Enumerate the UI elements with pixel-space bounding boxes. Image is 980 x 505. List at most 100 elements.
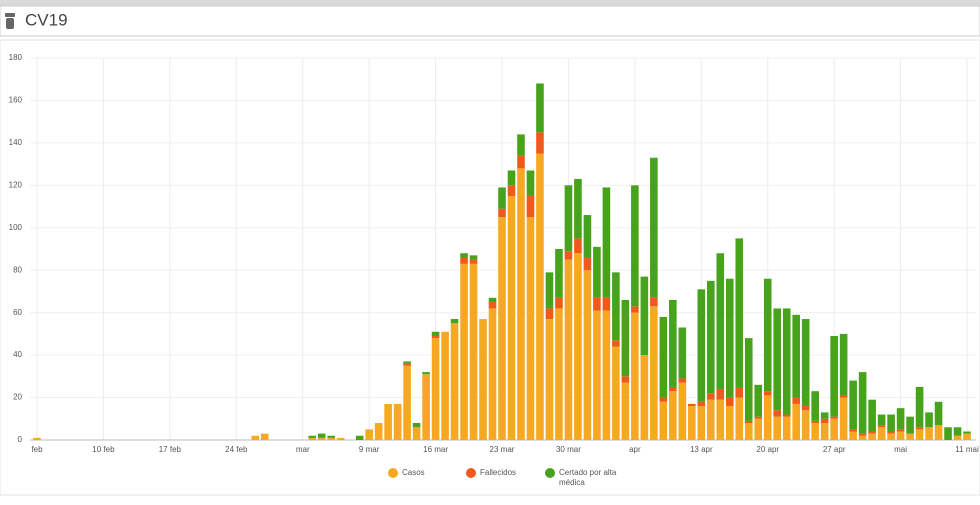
legend-swatch[interactable] — [388, 468, 398, 478]
bar-segment — [517, 155, 525, 169]
bar-segment — [782, 308, 791, 415]
bar-segment — [934, 401, 943, 426]
bar-segment — [678, 382, 687, 440]
bar-segment — [33, 437, 41, 440]
bar-segment — [801, 406, 810, 411]
bar-segment — [830, 336, 838, 417]
bar-segment — [697, 406, 706, 440]
bar-segment — [612, 272, 620, 341]
bar-segment — [953, 435, 962, 440]
bar-segment — [811, 423, 819, 440]
bar-segment — [744, 423, 753, 440]
bar-segment — [915, 427, 924, 430]
bar-segment — [906, 416, 914, 434]
bar-segment — [754, 416, 763, 419]
bar-segment — [460, 263, 468, 440]
bar-segment — [593, 310, 601, 440]
bar-segment — [488, 308, 497, 440]
bar-segment — [355, 435, 364, 440]
bar-segment — [706, 393, 715, 400]
header-bar — [0, 5, 980, 37]
bar-segment — [583, 215, 592, 258]
bar-segment — [498, 217, 506, 440]
bar-segment — [763, 395, 772, 440]
bar-segment — [896, 429, 905, 432]
bar-segment — [688, 406, 696, 440]
bar-segment — [669, 299, 677, 387]
y-tick-label: 60 — [13, 308, 22, 317]
bar-segment — [849, 431, 857, 440]
bar-segment — [849, 380, 857, 430]
bar-segment — [403, 363, 411, 366]
emblem-icon — [5, 13, 15, 29]
bar-segment — [735, 386, 744, 398]
y-tick-label: 180 — [9, 53, 23, 62]
bar-segment — [792, 314, 800, 398]
bar-segment — [317, 433, 326, 438]
bar-segment — [811, 391, 819, 421]
legend-label[interactable]: Casos — [402, 468, 425, 477]
bar-segment — [631, 185, 639, 307]
bar-segment — [574, 178, 582, 239]
bar-segment — [260, 433, 269, 440]
bar-segment — [839, 333, 848, 396]
bar-segment — [536, 153, 544, 440]
bar-segment — [716, 389, 725, 400]
bar-segment — [716, 399, 725, 440]
bar-segment — [469, 263, 478, 440]
bar-segment — [602, 297, 611, 311]
legend-swatch[interactable] — [466, 468, 476, 478]
legend-label[interactable]: Certado por alta médica — [559, 468, 617, 487]
bar-segment — [830, 416, 838, 419]
bar-segment — [925, 427, 933, 440]
bar-segment — [725, 278, 734, 398]
bar-segment — [640, 355, 649, 440]
bar-segment — [820, 423, 829, 440]
bar-segment — [507, 195, 516, 440]
bar-segment — [868, 399, 876, 432]
bar-segment — [868, 431, 876, 434]
x-tick-label: 17 feb — [159, 445, 182, 454]
bar-segment — [412, 427, 421, 440]
bar-segment — [877, 427, 886, 440]
bar-segment — [574, 253, 582, 440]
bar-segment — [773, 308, 782, 411]
legend-label[interactable]: Fallecidos — [480, 468, 516, 477]
bar-segment — [744, 420, 753, 424]
bar-segment — [564, 185, 573, 252]
bar-segment — [650, 306, 658, 440]
bar-segment — [678, 378, 687, 383]
y-tick-label: 160 — [9, 96, 23, 105]
bar-segment — [621, 382, 630, 440]
top-strip — [0, 0, 980, 6]
bar-segment — [612, 346, 620, 440]
bar-segment — [906, 433, 914, 440]
bar-segment — [963, 433, 971, 440]
bar-segment — [517, 134, 525, 156]
bar-segment — [536, 132, 544, 154]
bar-segment — [858, 372, 867, 434]
x-tick-label: 20 apr — [756, 445, 779, 454]
bar-segment — [308, 437, 317, 440]
bar-segment — [574, 238, 582, 254]
bar-segment — [725, 406, 734, 440]
x-tick-label: 13 apr — [690, 445, 713, 454]
bar-segment — [877, 414, 886, 426]
bar-segment — [507, 170, 516, 186]
legend-swatch[interactable] — [545, 468, 555, 478]
bar-segment — [317, 437, 326, 440]
app-title[interactable]: CV19 — [25, 10, 68, 29]
bar-segment — [801, 410, 810, 440]
x-tick-label: apr — [629, 445, 641, 454]
bar-segment — [735, 238, 744, 387]
bar-segment — [422, 372, 430, 375]
bar-segment — [602, 310, 611, 440]
x-tick-label: 11 mai — [955, 445, 979, 454]
bar-segment — [877, 425, 886, 428]
bar-segment — [412, 423, 421, 428]
bar-segment — [773, 410, 782, 417]
bar-segment — [706, 280, 715, 394]
x-tick-label: 24 feb — [225, 445, 248, 454]
bar-segment — [782, 414, 791, 417]
